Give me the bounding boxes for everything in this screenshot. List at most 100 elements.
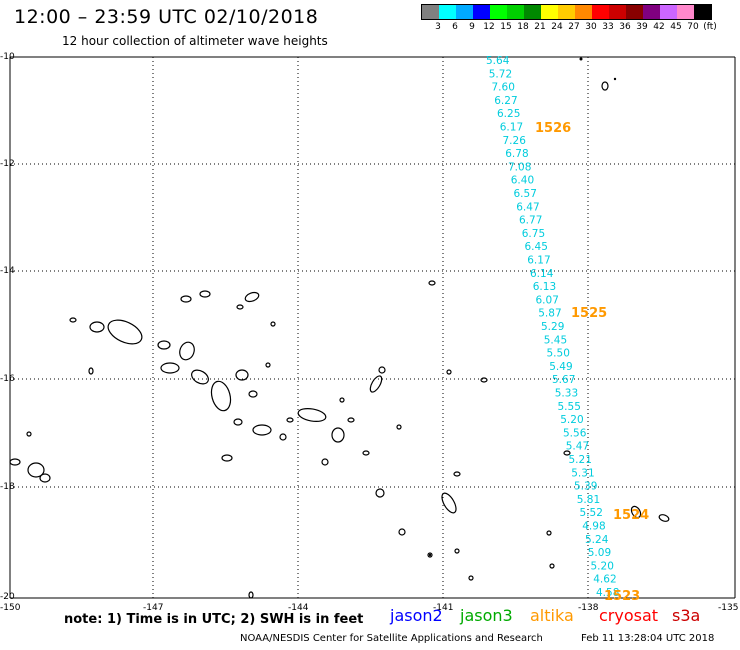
- x-label-150: -150: [0, 603, 21, 613]
- wave-height-value: 6.75: [522, 228, 545, 240]
- pass-label: 1525: [571, 306, 607, 321]
- footnote: note: 1) Time is in UTC; 2) SWH is in fe…: [64, 612, 364, 627]
- x-label-138: -138: [578, 603, 599, 613]
- wave-height-value: 5.31: [571, 467, 594, 479]
- wave-height-value: 5.47: [566, 441, 589, 453]
- legend-swatch: [592, 5, 609, 19]
- wave-height-value: 7.26: [503, 135, 527, 147]
- wave-height-value: 5.29: [541, 321, 564, 333]
- wave-height-value: 5.81: [577, 494, 600, 506]
- x-label-147: -147: [143, 603, 164, 613]
- satellite-jason2: jason2: [390, 606, 443, 625]
- credit-line: NOAA/NESDIS Center for Satellite Applica…: [240, 633, 543, 644]
- wave-height-value: 5.33: [555, 388, 578, 400]
- x-label-135: -135: [718, 603, 739, 613]
- wave-height-value: 5.56: [563, 427, 587, 439]
- satellite-cryosat: cryosat: [599, 606, 659, 625]
- wave-height-value: 5.64: [486, 55, 510, 67]
- wave-height-value: 6.40: [511, 175, 534, 187]
- generated-timestamp: Feb 11 13:28:04 UTC 2018: [581, 633, 715, 644]
- legend-label: 15: [500, 22, 512, 32]
- satellite-altika: altika: [530, 606, 574, 625]
- wave-height-value: 5.67: [552, 374, 575, 386]
- legend-swatch: [490, 5, 507, 19]
- legend-swatch: [575, 5, 592, 19]
- legend-swatch: [660, 5, 677, 19]
- x-label-141: -141: [433, 603, 454, 613]
- wave-height-value: 5.20: [560, 414, 583, 426]
- wave-height-value: 4.58: [596, 587, 619, 599]
- legend-label: 36: [619, 22, 631, 32]
- legend-swatch: [422, 5, 439, 19]
- wave-height-value: 4.62: [593, 574, 616, 586]
- wave-height-value: 5.24: [585, 534, 609, 546]
- satellite-s3a: s3a: [672, 606, 701, 625]
- legend-label: 45: [670, 22, 682, 32]
- wave-height-value: 5.50: [547, 348, 570, 360]
- wave-height-value: 6.13: [533, 281, 556, 293]
- legend-swatch: [439, 5, 456, 19]
- legend-label: 3: [435, 22, 441, 32]
- legend-label: 18: [517, 22, 529, 32]
- legend-swatch: [524, 5, 541, 19]
- legend-swatch: [541, 5, 558, 19]
- legend-swatch: [456, 5, 473, 19]
- chart-title: 12:00 – 23:59 UTC 02/10/2018: [14, 6, 319, 28]
- wave-height-value: 4.98: [582, 521, 605, 533]
- wave-height-value: 6.47: [516, 201, 539, 213]
- chart-subtitle: 12 hour collection of altimeter wave hei…: [62, 34, 328, 48]
- pass-label: 1526: [535, 121, 571, 136]
- x-label-144: -144: [288, 603, 309, 613]
- legend-label: 21: [534, 22, 546, 32]
- wave-height-value: 7.60: [492, 82, 515, 94]
- y-label-14: -14: [0, 266, 15, 276]
- wave-height-value: 5.39: [574, 481, 597, 493]
- legend-swatch: [473, 5, 490, 19]
- legend-label: 6: [452, 22, 458, 32]
- satellite-jason3: jason3: [460, 606, 513, 625]
- pass-label: 1523: [604, 589, 640, 604]
- wave-height-value: 6.77: [519, 215, 542, 227]
- legend-label: (ft): [703, 22, 717, 32]
- wave-height-value: 5.09: [588, 547, 611, 559]
- wave-height-value: 5.55: [558, 401, 581, 413]
- wave-height-value: 6.45: [525, 241, 548, 253]
- legend-label: 39: [636, 22, 648, 32]
- legend-swatch: [507, 5, 524, 19]
- legend-swatch: [694, 5, 711, 19]
- y-label-20: -20: [0, 592, 15, 602]
- y-label-16: -16: [0, 374, 15, 384]
- wave-height-value: 6.14: [530, 268, 554, 280]
- wave-height-value: 6.27: [494, 95, 517, 107]
- wave-height-value: 6.17: [500, 122, 523, 134]
- legend-label: 42: [653, 22, 665, 32]
- legend-label: 9: [469, 22, 475, 32]
- pass-labels: 1526 1525 1524 1523: [535, 121, 649, 604]
- legend-swatch: [677, 5, 694, 19]
- legend-label: 70: [687, 22, 699, 32]
- legend-label: 12: [483, 22, 495, 32]
- wave-height-readings: 5.645.727.606.276.256.177.266.787.086.40…: [486, 55, 619, 599]
- wave-height-value: 5.87: [538, 308, 561, 320]
- wave-height-value: 6.57: [514, 188, 537, 200]
- grid-lines: [10, 57, 735, 598]
- wave-height-value: 5.20: [591, 560, 614, 572]
- legend-label: 27: [568, 22, 580, 32]
- wave-height-value: 5.72: [489, 68, 512, 80]
- pass-label: 1524: [613, 508, 649, 523]
- wave-height-value: 6.25: [497, 108, 520, 120]
- y-label-18: -18: [0, 482, 15, 492]
- wave-height-value: 6.78: [505, 148, 528, 160]
- legend-label: 30: [585, 22, 597, 32]
- color-legend: [421, 4, 712, 20]
- y-label-12: -12: [0, 159, 15, 169]
- wave-height-value: 6.17: [527, 255, 550, 267]
- wave-height-value: 7.08: [508, 161, 531, 173]
- legend-label: 33: [602, 22, 614, 32]
- wave-height-value: 5.21: [569, 454, 592, 466]
- wave-height-value: 5.49: [549, 361, 572, 373]
- island-outlines: [9, 81, 670, 599]
- legend-swatch: [609, 5, 626, 19]
- wave-height-value: 6.07: [536, 294, 559, 306]
